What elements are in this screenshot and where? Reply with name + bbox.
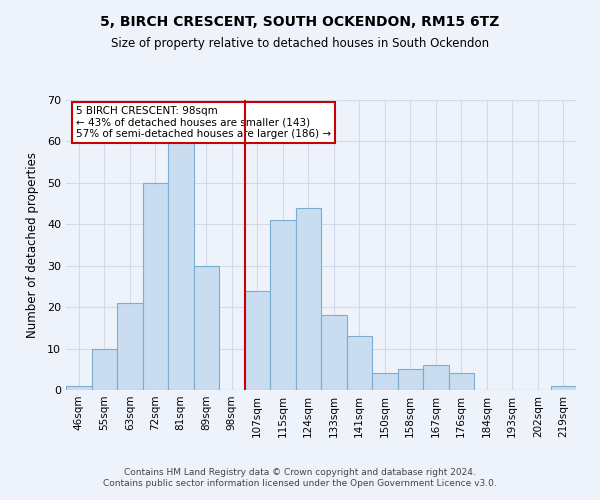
Bar bbox=[372, 374, 398, 390]
Bar bbox=[551, 386, 576, 390]
Bar bbox=[143, 183, 168, 390]
Bar bbox=[168, 120, 193, 390]
Text: Size of property relative to detached houses in South Ockendon: Size of property relative to detached ho… bbox=[111, 38, 489, 51]
Bar bbox=[347, 336, 372, 390]
Bar bbox=[117, 303, 143, 390]
Bar bbox=[449, 374, 474, 390]
Text: 5, BIRCH CRESCENT, SOUTH OCKENDON, RM15 6TZ: 5, BIRCH CRESCENT, SOUTH OCKENDON, RM15 … bbox=[100, 15, 500, 29]
Bar bbox=[193, 266, 219, 390]
Bar bbox=[423, 365, 449, 390]
Bar bbox=[66, 386, 91, 390]
Bar bbox=[91, 348, 117, 390]
Y-axis label: Number of detached properties: Number of detached properties bbox=[26, 152, 38, 338]
Bar bbox=[398, 370, 423, 390]
Bar bbox=[321, 316, 347, 390]
Bar bbox=[245, 290, 270, 390]
Text: Contains HM Land Registry data © Crown copyright and database right 2024.
Contai: Contains HM Land Registry data © Crown c… bbox=[103, 468, 497, 487]
Bar bbox=[296, 208, 321, 390]
Text: 5 BIRCH CRESCENT: 98sqm
← 43% of detached houses are smaller (143)
57% of semi-d: 5 BIRCH CRESCENT: 98sqm ← 43% of detache… bbox=[76, 106, 331, 139]
Bar bbox=[270, 220, 296, 390]
